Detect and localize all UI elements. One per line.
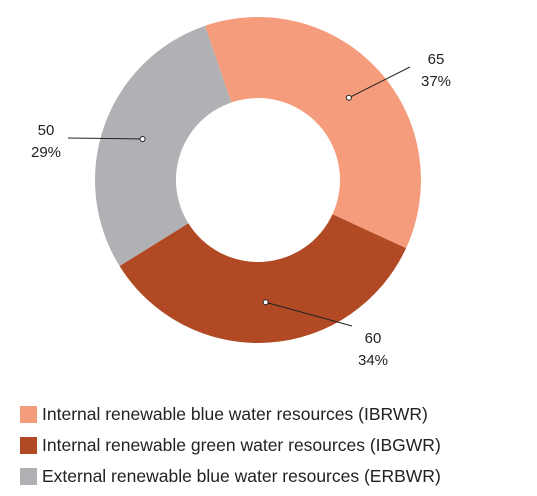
legend-item: External renewable blue water resources … bbox=[20, 465, 441, 487]
leader-line bbox=[67, 137, 143, 140]
legend-swatch-ibgwr bbox=[20, 436, 37, 454]
legend-label: Internal renewable green water resources… bbox=[42, 434, 441, 455]
pie-slice bbox=[204, 17, 421, 249]
slice-value-label: 65 bbox=[428, 51, 445, 68]
leader-line bbox=[265, 301, 353, 327]
leader-line bbox=[348, 66, 411, 99]
slice-value-label: 50 bbox=[38, 122, 55, 139]
leader-dot bbox=[262, 299, 269, 306]
legend: Internal renewable blue water resources … bbox=[20, 403, 441, 496]
legend-item: Internal renewable green water resources… bbox=[20, 434, 441, 456]
slice-percent-label: 29% bbox=[31, 144, 61, 161]
slice-value-label: 60 bbox=[365, 330, 382, 347]
leader-dot bbox=[139, 135, 146, 142]
legend-label: External renewable blue water resources … bbox=[42, 465, 441, 486]
pie-slice bbox=[94, 25, 232, 267]
leader-dot bbox=[345, 94, 352, 101]
legend-swatch-ibrwr bbox=[20, 405, 37, 423]
slice-percent-label: 37% bbox=[421, 73, 451, 90]
legend-swatch-erbwr bbox=[20, 467, 37, 485]
legend-label: Internal renewable blue water resources … bbox=[42, 403, 428, 424]
legend-item: Internal renewable blue water resources … bbox=[20, 403, 441, 425]
slice-percent-label: 34% bbox=[358, 352, 388, 369]
pie-slice bbox=[119, 214, 407, 343]
